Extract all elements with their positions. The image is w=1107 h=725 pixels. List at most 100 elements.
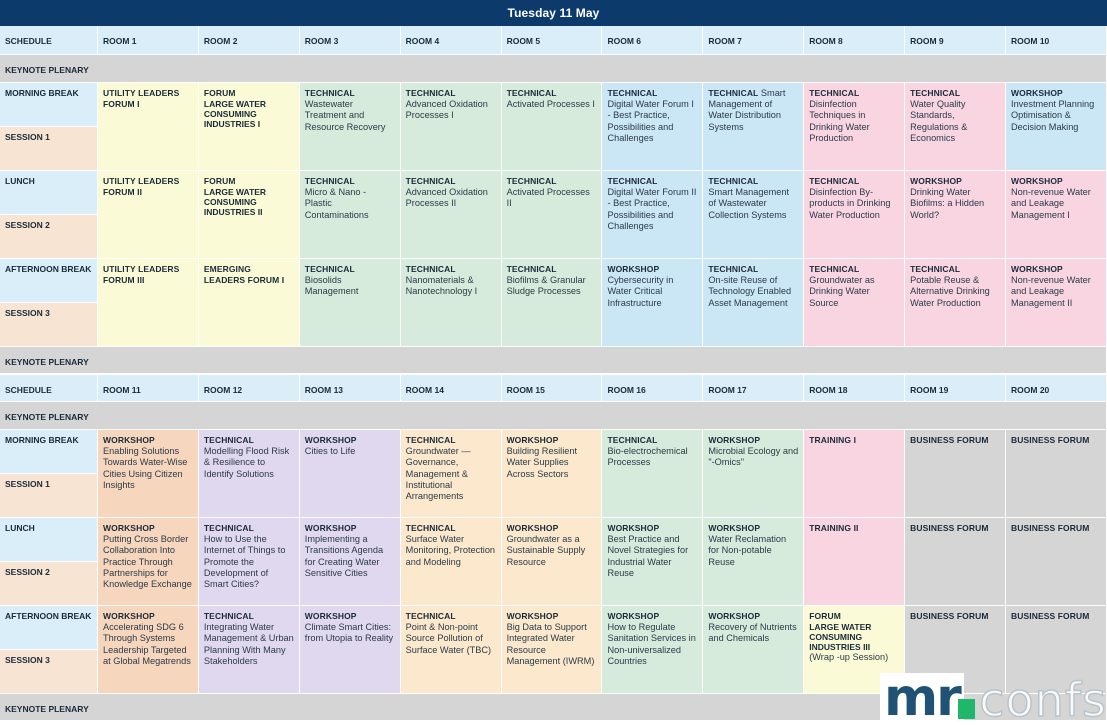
- session-cell[interactable]: WORKSHOP Groundwater as a Sustainable Sup…: [501, 518, 603, 606]
- session-title: Biosolids Management: [304, 275, 359, 297]
- session-cell[interactable]: WORKSHOP Best Practice and Novel Strategi…: [602, 518, 704, 606]
- session-title: Non-revenue Water and Leakage Management…: [1011, 187, 1091, 220]
- session-label: SESSION 1: [0, 474, 97, 517]
- session-cell[interactable]: TECHNICAL Potable Reuse & Alternative Dri…: [905, 259, 1007, 347]
- session-cell[interactable]: WORKSHOP Cybersecurity in Water Critical …: [602, 259, 704, 347]
- session-subtitle: LARGE WATER CONSUMING INDUSTRIES II: [203, 187, 267, 218]
- break-label: LUNCH: [0, 518, 97, 562]
- session-title: Investment Planning Optimisation & Decis…: [1011, 99, 1095, 132]
- session-type: TECHNICAL: [405, 176, 456, 186]
- session-title: Non-revenue Water and Leakage Management…: [1011, 275, 1091, 308]
- session-cell[interactable]: WORKSHOP How to Regulate Sanitation Servi…: [602, 606, 704, 694]
- session-title: Smart Management of Wastewater Collectio…: [708, 187, 790, 220]
- session-cell[interactable]: TECHNICAL Disinfection By-products in Dri…: [804, 171, 906, 259]
- schedule-header: SCHEDULE: [0, 26, 98, 55]
- session-title: Smart Management of Water Distribution S…: [708, 88, 786, 132]
- session-title: (Wrap -up Session): [809, 652, 889, 663]
- session-cell[interactable]: BUSINESS FORUM: [1006, 606, 1107, 694]
- session-title: Potable Reuse & Alternative Drinking Wat…: [910, 275, 990, 308]
- session-type: WORKSHOP: [607, 264, 660, 274]
- session-type: WORKSHOP: [103, 611, 155, 621]
- session-cell[interactable]: TECHNICAL Advanced Oxidation Processes II: [400, 171, 502, 259]
- room-header: ROOM 1: [98, 26, 199, 55]
- session-cell[interactable]: TECHNICAL Biosolids Management: [299, 259, 401, 347]
- session-title: Biofilms & Granular Sludge Processes: [506, 275, 586, 297]
- session-type: TECHNICAL: [910, 88, 961, 98]
- session-cell[interactable]: TECHNICAL Biofilms & Granular Sludge Proc…: [501, 259, 603, 347]
- session-cell[interactable]: WORKSHOP Non-revenue Water and Leakage Ma…: [1006, 171, 1107, 259]
- session-cell[interactable]: BUSINESS FORUM: [905, 518, 1007, 606]
- session-cell[interactable]: WORKSHOP Implementing a Transitions Agend…: [299, 518, 401, 606]
- session-type: TECHNICAL: [405, 611, 456, 621]
- session-cell[interactable]: WORKSHOP Putting Cross Border Collaborati…: [98, 518, 199, 606]
- session-type: FORUM: [809, 611, 841, 621]
- session-type: TECHNICAL: [304, 88, 355, 98]
- session-cell[interactable]: TECHNICAL Bio-electrochemical Processes: [602, 430, 704, 518]
- session-cell[interactable]: WORKSHOP Water Reclamation for Non-potabl…: [703, 518, 805, 606]
- session-cell[interactable]: TECHNICAL Wastewater Treatment and Resour…: [299, 83, 401, 171]
- session-title: Modelling Flood Risk & Resilience to Ide…: [203, 446, 290, 479]
- session-cell[interactable]: TECHNICAL Integrating Water Management & …: [198, 606, 300, 694]
- session-cell[interactable]: BUSINESS FORUM: [905, 430, 1007, 518]
- session-type: TECHNICAL: [708, 176, 759, 186]
- session-cell[interactable]: TECHNICAL Groundwater — Governance, Manag…: [400, 430, 502, 518]
- session-cell[interactable]: WORKSHOP Non-revenue Water and Leakage Ma…: [1006, 259, 1107, 347]
- session-cell[interactable]: BUSINESS FORUM: [1006, 518, 1107, 606]
- page-title: Tuesday 11 May: [0, 0, 1107, 26]
- session-cell[interactable]: TECHNICAL How to Use the Internet of Thin…: [198, 518, 300, 606]
- session-type: UTILITY LEADERS FORUM III: [103, 264, 180, 286]
- session-cell[interactable]: WORKSHOP Microbial Ecology and "-Omics": [703, 430, 805, 518]
- session-cell[interactable]: TECHNICAL On-site Reuse of Technology Ena…: [703, 259, 805, 347]
- room-header: ROOM 4: [400, 26, 502, 55]
- session-cell[interactable]: TECHNICAL Water Quality Standards, Regula…: [905, 83, 1007, 171]
- session-cell[interactable]: WORKSHOP Investment Planning Optimisation…: [1006, 83, 1107, 171]
- session-cell[interactable]: TECHNICAL Advanced Oxidation Processes I: [400, 83, 502, 171]
- session-cell[interactable]: TECHNICAL Micro & Nano - Plastic Contamin…: [299, 171, 401, 259]
- session-title: Integrating Water Management & Urban Pla…: [203, 622, 294, 666]
- session-cell[interactable]: UTILITY LEADERS FORUM III: [98, 259, 199, 347]
- session-cell[interactable]: WORKSHOP Drinking Water Biofilms: a Hidde…: [905, 171, 1007, 259]
- session-title: Advanced Oxidation Processes II: [405, 187, 488, 209]
- session-cell[interactable]: TECHNICAL Point & Non-point Source Pollut…: [400, 606, 502, 694]
- session-cell[interactable]: TECHNICAL Disinfection Techniques in Drin…: [804, 83, 906, 171]
- session-cell[interactable]: TECHNICAL Digital Water Forum II - Best P…: [602, 171, 704, 259]
- session-cell[interactable]: TECHNICAL Smart Management of Water Dist…: [703, 83, 805, 171]
- session-cell[interactable]: TECHNICAL Activated Processes I: [501, 83, 603, 171]
- session-title: Digital Water Forum II - Best Practice, …: [607, 187, 697, 231]
- schedule-block-1: SCHEDULE ROOM 1 ROOM 2 ROOM 3 ROOM 4 ROO…: [0, 26, 1107, 374]
- session-type: WORKSHOP: [304, 611, 357, 621]
- session-cell[interactable]: WORKSHOP Building Resilient Water Supplie…: [501, 430, 603, 518]
- session-cell[interactable]: EMERGING LEADERS FORUM I: [198, 259, 300, 347]
- break-label: LUNCH: [0, 171, 97, 215]
- session-cell[interactable]: WORKSHOP Recovery of Nutrients and Chemic…: [703, 606, 805, 694]
- session-cell[interactable]: WORKSHOP Enabling Solutions Towards Water…: [98, 430, 199, 518]
- session-cell[interactable]: TRAINING I: [804, 430, 906, 518]
- session-cell[interactable]: TRAINING II: [804, 518, 906, 606]
- session-cell[interactable]: TECHNICAL Activated Processes II: [501, 171, 603, 259]
- session-cell[interactable]: TECHNICAL Modelling Flood Risk & Resilien…: [198, 430, 300, 518]
- session-title: Disinfection By-products in Drinking Wat…: [809, 187, 891, 220]
- room-header: ROOM 19: [905, 375, 1007, 402]
- session-cell[interactable]: WORKSHOP Accelerating SDG 6 Through Syste…: [98, 606, 199, 694]
- session-cell[interactable]: TECHNICAL Digital Water Forum I - Best Pr…: [602, 83, 704, 171]
- session-cell[interactable]: UTILITY LEADERS FORUM I: [98, 83, 199, 171]
- session-cell[interactable]: BUSINESS FORUM: [1006, 430, 1107, 518]
- session-title: Accelerating SDG 6 Through Systems Leade…: [103, 622, 191, 666]
- session-type: WORKSHOP: [506, 435, 559, 445]
- session-cell[interactable]: UTILITY LEADERS FORUM II: [98, 171, 199, 259]
- session-cell[interactable]: TECHNICAL Nanomaterials & Nanotechnology …: [400, 259, 502, 347]
- session-cell[interactable]: WORKSHOP Climate Smart Cities: from Utopi…: [299, 606, 401, 694]
- session-cell[interactable]: FORUM LARGE WATER CONSUMING INDUSTRIES II: [198, 171, 300, 259]
- session-cell[interactable]: FORUM LARGE WATER CONSUMING INDUSTRIES I: [198, 83, 300, 171]
- session-cell[interactable]: WORKSHOP Cities to Life: [299, 430, 401, 518]
- session-title: Advanced Oxidation Processes I: [405, 99, 488, 121]
- mr-confs-logo: mr confs: [880, 668, 1107, 725]
- session-cell[interactable]: TECHNICAL Surface Water Monitoring, Prote…: [400, 518, 502, 606]
- session-cell[interactable]: TECHNICAL Smart Management of Wastewater …: [703, 171, 805, 259]
- session-type: WORKSHOP: [1011, 264, 1063, 274]
- time-slot: LUNCH SESSION 2: [0, 518, 98, 606]
- time-slot: MORNING BREAK SESSION 1: [0, 430, 98, 518]
- session-cell[interactable]: WORKSHOP Big Data to Support Integrated W…: [501, 606, 603, 694]
- session-cell[interactable]: TECHNICAL Groundwater as Drinking Water S…: [804, 259, 906, 347]
- session-label: SESSION 3: [0, 650, 97, 693]
